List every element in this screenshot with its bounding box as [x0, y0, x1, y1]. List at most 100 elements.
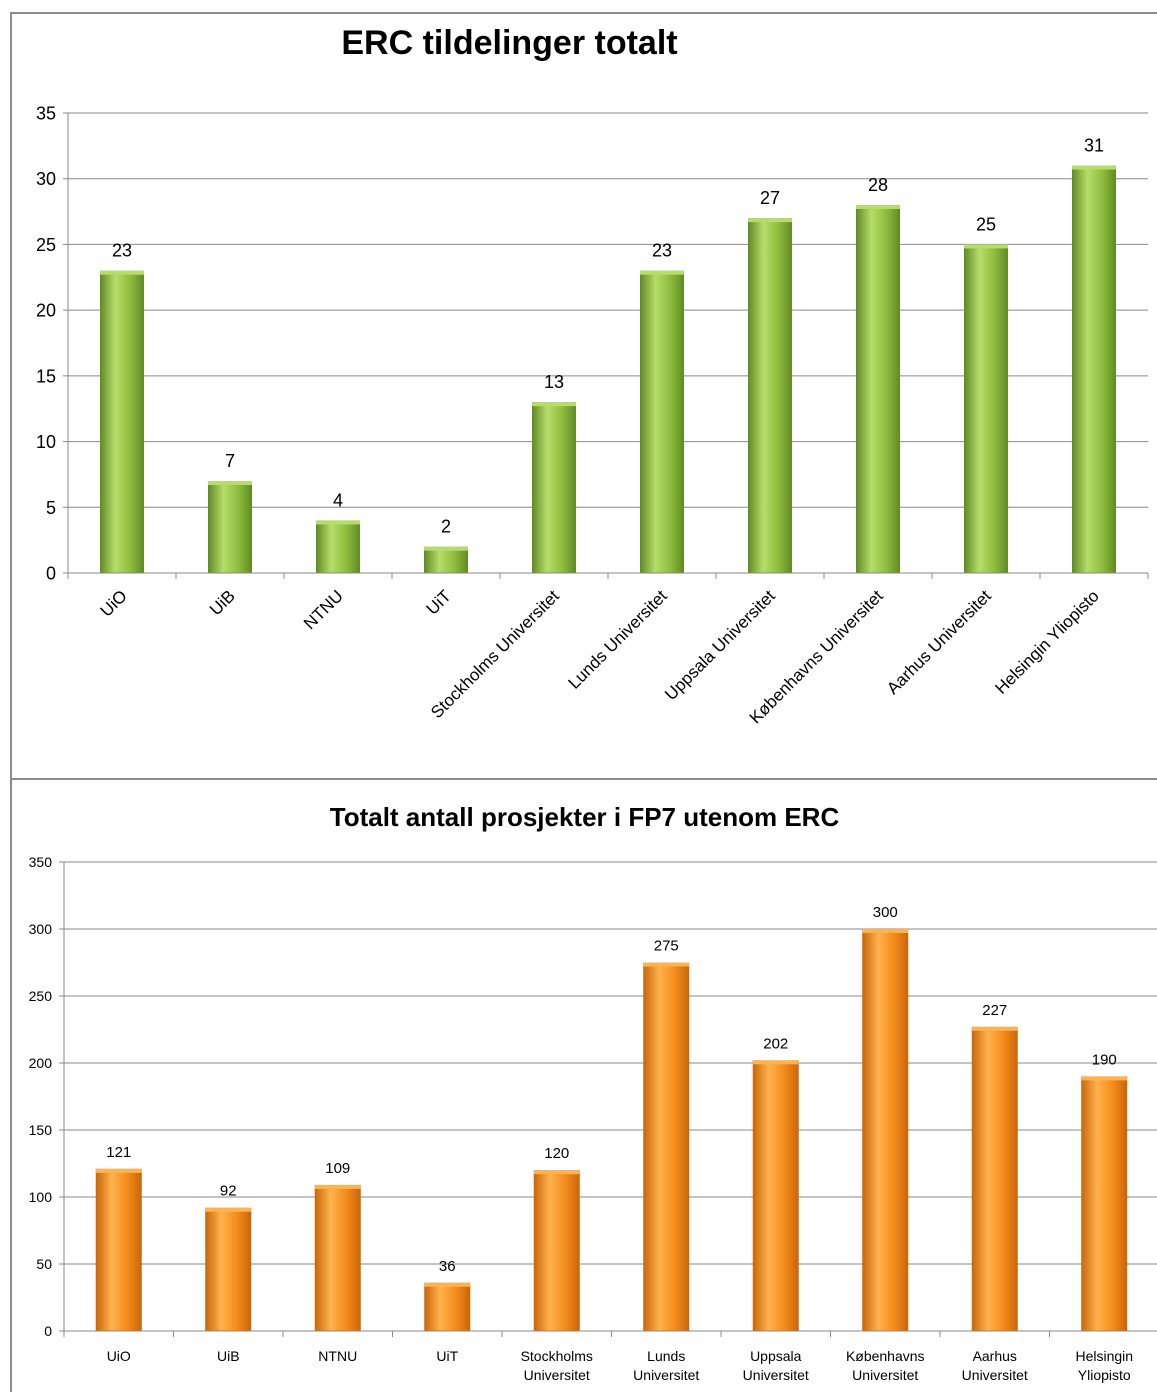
- x-tick-label: Lunds Universitet: [565, 586, 672, 693]
- data-label: 36: [439, 1258, 456, 1275]
- x-tick-label: Uppsala Universitet: [743, 1348, 809, 1383]
- bar-top-ntnu: [314, 1184, 361, 1189]
- x-tick-label: Helsingin Yliopisto: [1075, 1348, 1133, 1383]
- bar-uit: [424, 1282, 471, 1331]
- x-tick-label: NTNU: [318, 1348, 357, 1364]
- bar-top-stockholms-universitet: [533, 1170, 580, 1175]
- bar-top-uit: [424, 1282, 471, 1287]
- x-tick-label: UiB: [217, 1348, 240, 1364]
- bar-top-helsingin-yliopisto: [1072, 165, 1116, 170]
- bar-helsingin-yliopisto: [1081, 1076, 1128, 1331]
- data-label: 25: [976, 214, 996, 234]
- bar-top-kobenhavns-universitet: [862, 929, 909, 933]
- chart-panel-erc: ERC tildelinger totalt 0 5 10 15 20 25 30 35 23 U…: [10, 12, 1157, 778]
- bar-top-lunds-universitet: [640, 270, 684, 275]
- data-label: 121: [106, 1144, 131, 1161]
- y-tick-label: 350: [29, 854, 53, 870]
- x-tick-label: UiT: [423, 586, 455, 618]
- bar-top-uio: [100, 270, 144, 275]
- y-tick-label: 100: [29, 1189, 53, 1205]
- bar-top-kobenhavns-universitet: [856, 205, 900, 209]
- data-label: 109: [325, 1160, 350, 1177]
- y-tick-label: 10: [36, 432, 56, 452]
- bar-lunds-universitet: [640, 270, 684, 573]
- data-label: 275: [654, 938, 679, 955]
- y-tick-label: 0: [46, 563, 56, 583]
- data-label: 28: [868, 175, 888, 195]
- bar-top-uit: [424, 546, 468, 551]
- bar-uib: [208, 481, 252, 573]
- x-tick-label: UiT: [436, 1348, 458, 1364]
- data-label: 23: [112, 241, 132, 261]
- bar-top-uio: [95, 1168, 142, 1173]
- bar-top-lunds-universitet: [643, 962, 690, 967]
- bar-top-aarhus-universitet: [964, 244, 1008, 249]
- y-tick-label: 0: [44, 1323, 52, 1339]
- x-tick-label: Lunds Universitet: [633, 1348, 699, 1383]
- data-label: 13: [544, 372, 564, 392]
- bar-helsingin-yliopisto: [1072, 165, 1116, 574]
- x-tick-label: Uppsala Universitet: [661, 586, 779, 704]
- bar-top-uib: [208, 481, 252, 485]
- bar-chart-erc: 0510152025303523UiO7UiB4NTNU2UiT13Stockh…: [36, 103, 1149, 727]
- bar-top-uppsala-universitet: [752, 1060, 799, 1065]
- y-tick-label: 5: [46, 498, 56, 518]
- x-tick-label: Stockholms Universitet: [521, 1348, 593, 1383]
- bar-top-stockholms-universitet: [532, 402, 576, 407]
- y-tick-label: 150: [29, 1122, 53, 1138]
- y-tick-label: 20: [36, 301, 56, 321]
- bar-ntnu: [316, 520, 360, 573]
- bar-lunds-universitet: [643, 962, 690, 1331]
- chart-title-erc: ERC tildelinger totalt: [341, 24, 678, 62]
- bar-stockholms-universitet: [533, 1170, 580, 1331]
- x-tick-label: Aarhus Universitet: [962, 1348, 1028, 1383]
- data-label: 31: [1084, 136, 1104, 156]
- bar-top-aarhus-universitet: [971, 1026, 1018, 1031]
- data-label: 23: [652, 241, 672, 261]
- x-tick-label: Helsingin Yliopisto: [991, 586, 1102, 697]
- bar-chart-fp7: 0 50 100 150 200 250 300 350 121 UiO 92 UiB 109 NTNU 3…: [29, 854, 1157, 1383]
- bar-stockholms-universitet: [532, 402, 576, 573]
- y-tick-label: 25: [36, 235, 56, 255]
- bar-uio: [95, 1168, 142, 1331]
- y-tick-label: 200: [29, 1055, 53, 1071]
- bar-aarhus-universitet: [964, 244, 1008, 573]
- y-tick-label: 35: [36, 103, 56, 123]
- bar-top-uppsala-universitet: [748, 218, 792, 223]
- bar-uppsala-universitet: [748, 218, 792, 573]
- chart-title-fp7: Totalt antall prosjekter i FP7 utenom ER…: [329, 802, 840, 832]
- bar-aarhus-universitet: [971, 1026, 1018, 1331]
- data-label: 120: [544, 1145, 569, 1162]
- data-label: 227: [982, 1002, 1007, 1019]
- bar-uppsala-universitet: [752, 1060, 799, 1331]
- chart-panel-fp7: Totalt antall prosjekter i FP7 utenom ER…: [10, 778, 1157, 1392]
- x-tick-label: UiO: [107, 1348, 131, 1364]
- data-label: 7: [225, 451, 235, 471]
- x-tick-label: Aarhus Universitet: [883, 586, 995, 698]
- bar-ntnu: [314, 1184, 361, 1331]
- data-label: 2: [441, 517, 451, 537]
- y-tick-label: 250: [29, 988, 53, 1004]
- bar-kobenhavns-universitet: [856, 205, 900, 573]
- data-label: 190: [1092, 1051, 1117, 1068]
- y-tick-label: 50: [36, 1256, 52, 1272]
- x-tick-label: UiO: [97, 586, 131, 620]
- data-label: 4: [333, 490, 343, 510]
- y-tick-label: 300: [29, 921, 53, 937]
- bar-top-ntnu: [316, 520, 360, 525]
- data-label: 92: [220, 1183, 237, 1200]
- y-tick-label: 15: [36, 366, 56, 386]
- data-label: 27: [760, 188, 780, 208]
- bar-uit: [424, 546, 468, 573]
- bar-top-helsingin-yliopisto: [1081, 1076, 1128, 1081]
- x-tick-label: UiB: [206, 586, 239, 619]
- bar-top-uib: [205, 1207, 252, 1212]
- bar-uib: [205, 1207, 252, 1331]
- x-tick-label: NTNU: [300, 586, 347, 633]
- y-tick-label: 30: [36, 169, 56, 189]
- data-label: 300: [873, 904, 898, 921]
- data-label: 202: [763, 1035, 788, 1052]
- bar-kobenhavns-universitet: [862, 929, 909, 1331]
- x-tick-label: Københavns Universitet: [846, 1348, 925, 1383]
- bar-uio: [100, 270, 144, 573]
